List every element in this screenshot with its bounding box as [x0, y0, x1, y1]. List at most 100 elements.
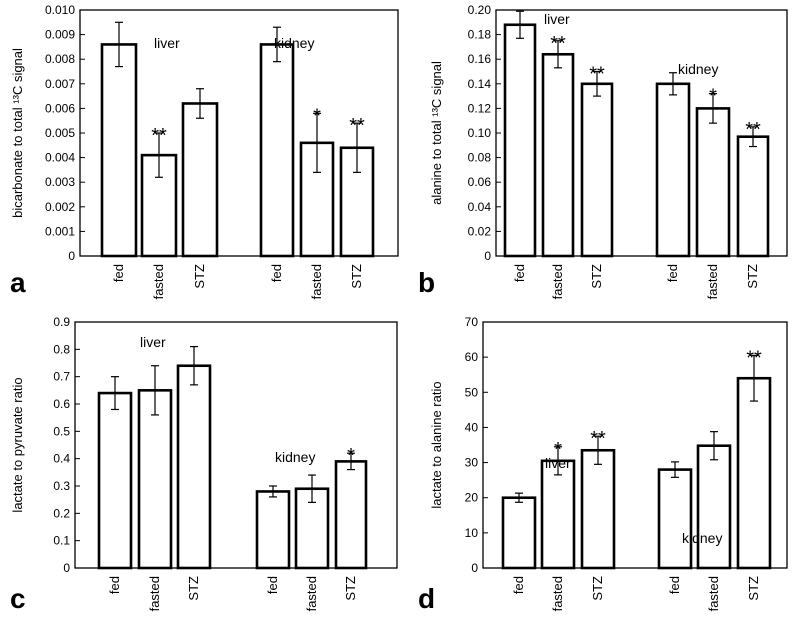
y-tick-label: 0.3: [53, 479, 70, 493]
y-tick-label: 0.06: [468, 175, 492, 189]
panel-letter: c: [10, 583, 26, 614]
y-tick-label: 0.004: [45, 151, 75, 165]
bar-liver-fed: [503, 23, 537, 258]
y-tick-label: 0: [68, 249, 75, 263]
y-tick-label: 40: [465, 420, 479, 434]
axes-frame: [74, 321, 398, 569]
group-label-kidney: kidney: [682, 530, 722, 546]
bar-kidney-fed: [259, 43, 295, 258]
group-label-liver: liver: [544, 11, 570, 27]
x-category-label: STZ: [349, 264, 364, 289]
significance-marker: **: [151, 125, 167, 147]
y-tick-label: 0.7: [53, 370, 70, 384]
bar-liver-STZ: [176, 364, 212, 570]
x-category-label: fasted: [705, 264, 720, 299]
y-tick-label: 0.009: [45, 28, 75, 42]
bar-kidney-fed: [255, 490, 291, 570]
significance-marker: *: [313, 105, 321, 127]
x-category-label: fasted: [147, 576, 162, 611]
y-tick-label: 0.2: [53, 506, 70, 520]
group-label-kidney: kidney: [275, 449, 315, 465]
y-tick-label: 0.02: [468, 224, 492, 238]
bar-liver-fed: [97, 391, 133, 570]
group-label-liver: liver: [545, 455, 571, 471]
bar-kidney-fasted: [695, 107, 731, 258]
x-category-label: fed: [265, 576, 280, 594]
x-category-label: fasted: [151, 264, 166, 299]
x-category-label: fasted: [550, 264, 565, 299]
y-tick-label: 0.006: [45, 101, 75, 115]
y-tick-label: 0.005: [45, 126, 75, 140]
significance-marker: **: [746, 347, 762, 369]
x-category-label: STZ: [590, 576, 605, 601]
bar-kidney-fed: [655, 82, 691, 258]
y-tick-label: 50: [465, 385, 479, 399]
y-tick-label: 0.14: [468, 77, 492, 91]
significance-marker: *: [554, 439, 562, 461]
y-tick-label: 0.010: [45, 3, 75, 17]
y-tick-label: 70: [465, 315, 479, 329]
x-category-label: fasted: [309, 264, 324, 299]
significance-marker: *: [347, 445, 355, 467]
y-tick-label: 0: [63, 561, 70, 575]
significance-marker: **: [589, 64, 605, 86]
y-tick-label: 0.002: [45, 200, 75, 214]
bar-liver-fasted: [540, 459, 576, 570]
bar-liver-STZ: [580, 448, 616, 570]
y-tick-label: 0.08: [468, 151, 492, 165]
axes-frame: [482, 321, 788, 569]
y-tick-label: 0.6: [53, 397, 70, 411]
x-category-label: fed: [269, 264, 284, 282]
x-category-label: STZ: [589, 264, 604, 289]
y-axis-label: lactate to pyruvate ratio: [10, 377, 25, 512]
panel-letter: b: [418, 267, 435, 298]
x-category-label: fasted: [706, 576, 721, 611]
bar-kidney-STZ: [736, 376, 772, 570]
x-category-label: fed: [667, 576, 682, 594]
y-tick-label: 0.007: [45, 77, 75, 91]
y-tick-label: 0.1: [53, 534, 70, 548]
panel-letter: a: [10, 267, 26, 298]
group-label-liver: liver: [140, 334, 166, 350]
x-category-label: fasted: [304, 576, 319, 611]
y-tick-label: 0.18: [468, 28, 492, 42]
y-tick-label: 0.008: [45, 52, 75, 66]
bar-liver-fasted: [137, 389, 173, 570]
group-label-kidney: kidney: [274, 35, 314, 51]
x-category-label: fasted: [550, 576, 565, 611]
y-tick-label: 0.003: [45, 175, 75, 189]
panel-letter: d: [418, 583, 435, 614]
panel-a: 0 0.001 0.002 0.003 0.004 0.005 0.006 0.007 0.00…: [10, 3, 399, 299]
bar-liver-fasted: [541, 52, 575, 258]
group-label-kidney: kidney: [678, 61, 718, 77]
y-tick-label: 10: [465, 526, 479, 540]
x-category-label: STZ: [343, 576, 358, 601]
bar-liver-fed: [100, 43, 138, 258]
significance-marker: **: [550, 33, 566, 55]
y-tick-label: 0: [471, 561, 478, 575]
x-category-label: STZ: [186, 576, 201, 601]
y-tick-label: 0.4: [53, 452, 70, 466]
x-category-label: STZ: [745, 264, 760, 289]
bar-kidney-STZ: [736, 135, 770, 258]
x-category-label: fed: [665, 264, 680, 282]
y-axis-label: bicarbonate to total ¹³C signal: [10, 48, 25, 218]
y-tick-label: 30: [465, 456, 479, 470]
y-tick-label: 0.16: [468, 52, 492, 66]
y-tick-label: 0.12: [468, 101, 492, 115]
x-category-label: fed: [107, 576, 122, 594]
significance-marker: *: [709, 86, 717, 108]
y-tick-label: 0.5: [53, 424, 70, 438]
y-tick-label: 0.001: [45, 224, 75, 238]
y-axis-label: lactate to alanine ratio: [429, 381, 444, 508]
bar-liver-STZ: [181, 102, 219, 258]
x-category-label: fed: [512, 264, 527, 282]
bar-kidney-fasted: [696, 444, 732, 570]
x-category-label: fed: [511, 576, 526, 594]
significance-marker: **: [745, 119, 761, 141]
group-label-liver: liver: [154, 35, 180, 51]
y-tick-label: 0.10: [468, 126, 492, 140]
y-tick-label: 0.9: [53, 315, 70, 329]
panel-b: 0 0.02 0.04 0.06 0.08 0.10 0.12 0.14 0.16 0.18 0.2…: [418, 3, 788, 299]
